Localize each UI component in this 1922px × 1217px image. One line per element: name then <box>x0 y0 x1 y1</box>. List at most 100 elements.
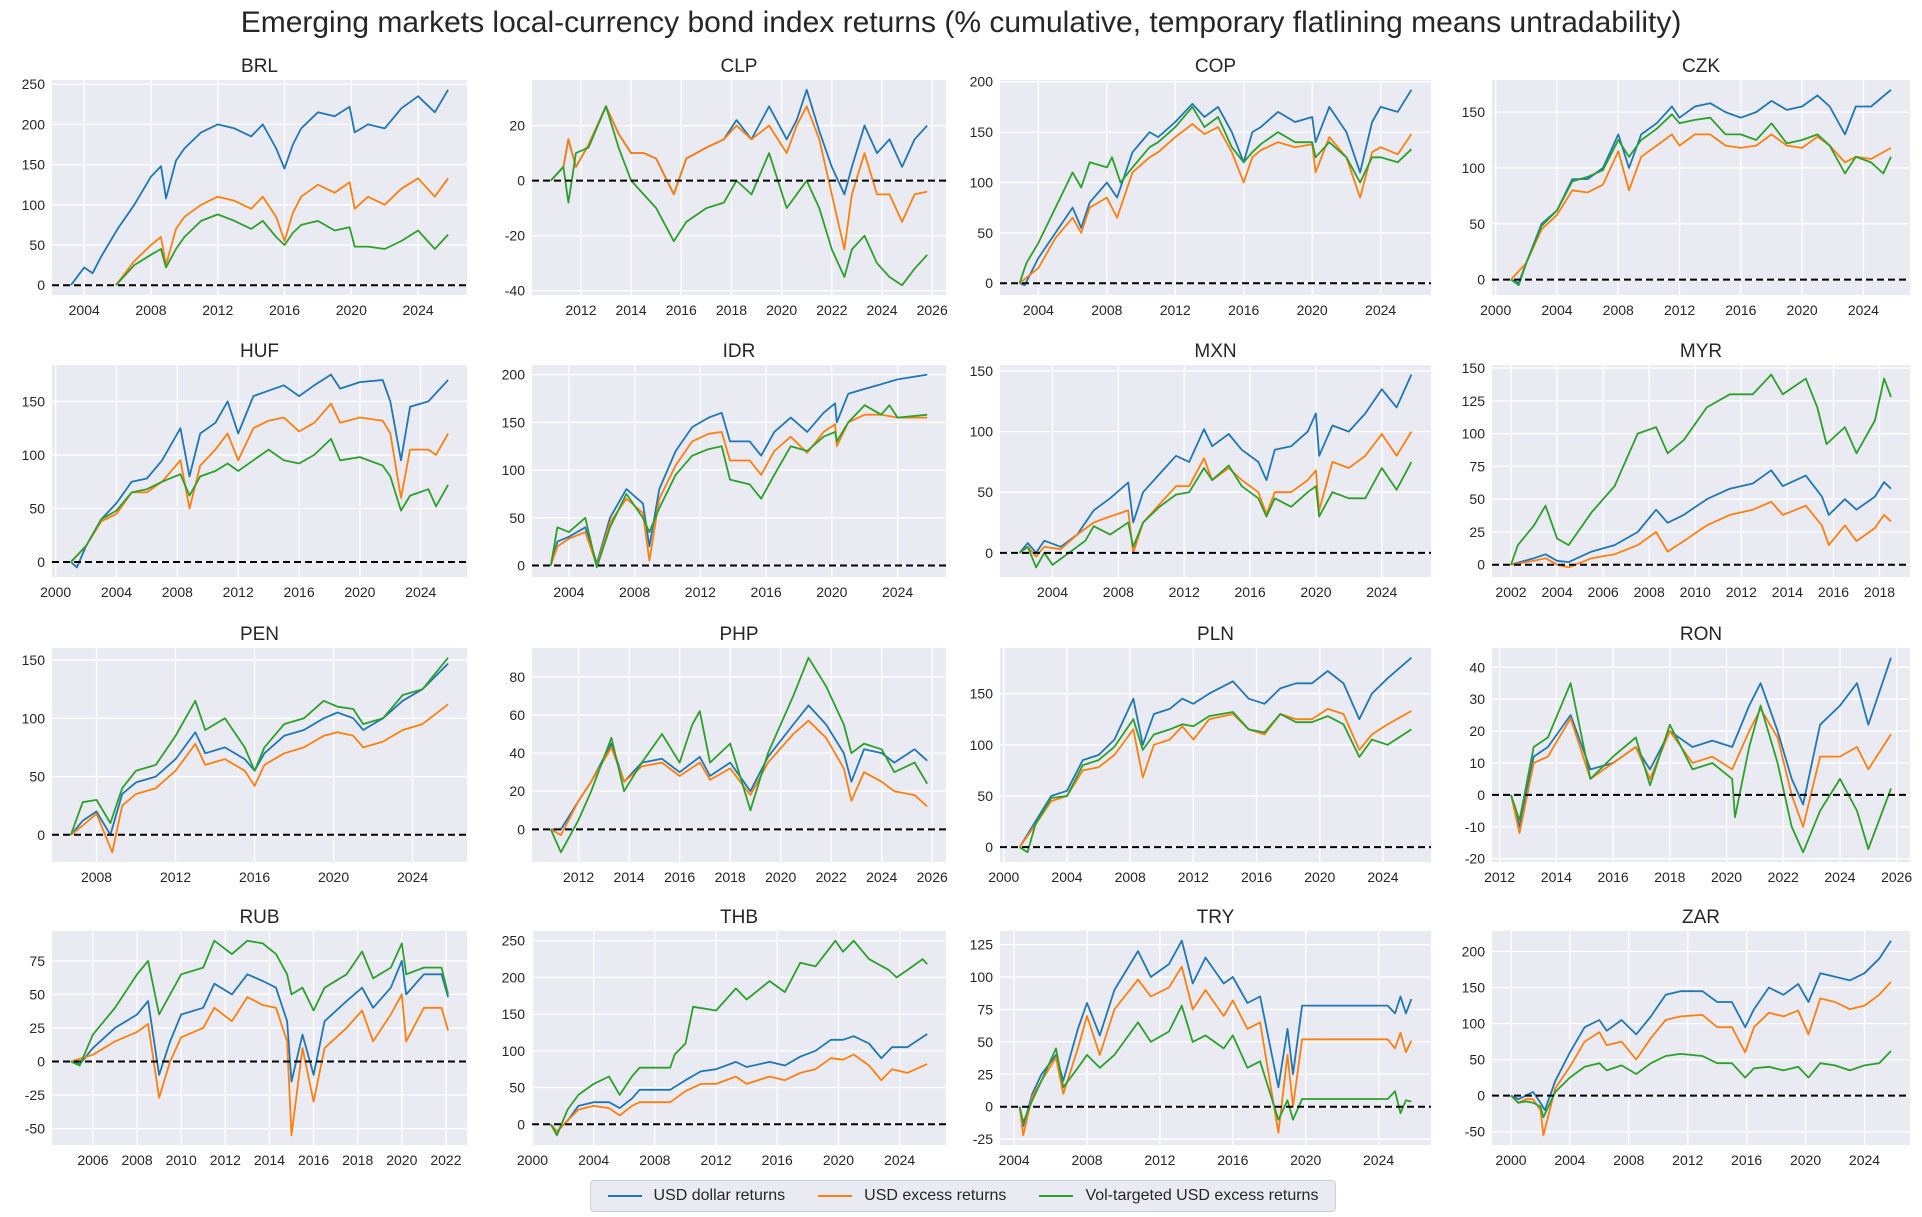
y-tick-label: 100 <box>970 969 994 985</box>
x-tick-label: 2000 <box>517 1152 548 1168</box>
y-tick-label: 0 <box>517 173 525 189</box>
series-usd-dollar-returns <box>70 89 449 286</box>
y-tick-label: 150 <box>1462 360 1486 376</box>
y-tick-label: 50 <box>29 237 45 253</box>
y-tick-label: -40 <box>505 283 525 299</box>
subplot-pen: 2008 2012 2016 2020 2024 0 50 100 150 PEN <box>22 624 467 885</box>
plot-area <box>1000 931 1431 1145</box>
series-vol-targeted-usd-excess-returns <box>1019 461 1413 569</box>
subplot-pln: 2000 2004 2008 2012 2016 2020 2024 0 50 100 150 PLN <box>970 624 1431 885</box>
y-tick-label: 250 <box>502 933 526 949</box>
subplot-myr: 2002 2004 2006 2008 2010 2012 2014 2016 2018 0 25 5… <box>1462 341 1910 600</box>
x-tick-label: 2004 <box>101 584 132 600</box>
series-vol-targeted-usd-excess-returns <box>70 939 449 1067</box>
x-tick-label: 2016 <box>283 584 314 600</box>
subplot-title: MXN <box>1194 341 1236 362</box>
x-tick-label: 2024 <box>866 869 897 885</box>
subplot-title: RUB <box>239 907 279 928</box>
y-tick-label: 200 <box>22 116 46 132</box>
subplot-title: COP <box>1195 56 1236 77</box>
x-tick-label: 2016 <box>666 302 697 318</box>
subplot-clp: 2012 2014 2016 2018 2020 2022 2024 2026 -40 -20 0 2… <box>505 56 948 318</box>
x-tick-label: 2004 <box>1554 1152 1585 1168</box>
x-tick-label: 2012 <box>1160 302 1191 318</box>
y-tick-label: 50 <box>977 484 993 500</box>
x-tick-label: 2008 <box>639 1152 670 1168</box>
y-tick-label: 50 <box>509 510 525 526</box>
subplot-huf: 2000 2004 2008 2012 2016 2020 2024 0 50 100 150 HUF <box>22 341 467 600</box>
y-tick-label: -20 <box>505 228 525 244</box>
x-tick-label: 2012 <box>202 302 233 318</box>
y-tick-label: 100 <box>1462 160 1486 176</box>
subplot-php: 2012 2014 2016 2018 2020 2022 2024 2026 0 20 40 60 8… <box>509 624 948 885</box>
subplot-title: RON <box>1680 624 1722 645</box>
x-tick-label: 2006 <box>77 1152 108 1168</box>
x-tick-label: 2006 <box>1588 584 1619 600</box>
series-usd-excess-returns <box>1510 981 1892 1137</box>
x-tick-label: 2014 <box>614 869 645 885</box>
y-tick-label: 100 <box>970 424 994 440</box>
x-tick-label: 2004 <box>578 1152 609 1168</box>
legend: USD dollar returns USD excess returns Vo… <box>590 1180 1336 1212</box>
y-tick-label: 50 <box>29 986 45 1002</box>
x-tick-label: 2024 <box>1365 302 1396 318</box>
x-tick-label: 2000 <box>1480 302 1511 318</box>
series-usd-excess-returns <box>1019 123 1413 284</box>
y-tick-label: 0 <box>517 557 525 573</box>
y-tick-label: 30 <box>1469 691 1485 707</box>
x-tick-label: 2016 <box>1725 302 1756 318</box>
x-tick-label: 2026 <box>1881 869 1912 885</box>
series-usd-excess-returns <box>115 177 449 286</box>
x-tick-label: 2014 <box>1772 584 1803 600</box>
series-usd-dollar-returns <box>70 373 449 569</box>
y-tick-label: 50 <box>1469 216 1485 232</box>
x-tick-label: 2016 <box>269 302 300 318</box>
x-tick-label: 2008 <box>1091 302 1122 318</box>
x-tick-label: 2016 <box>751 584 782 600</box>
subplot-zar: 2000 2004 2008 2012 2016 2020 2024 -50 0 50 100 150… <box>1462 907 1910 1168</box>
plot-area <box>1000 648 1431 862</box>
x-tick-label: 2024 <box>1366 584 1397 600</box>
x-tick-label: 2020 <box>766 302 797 318</box>
legend-item-usd-excess-returns: USD excess returns <box>818 1187 1006 1205</box>
x-tick-label: 2020 <box>1304 869 1335 885</box>
x-tick-label: 2016 <box>1234 584 1265 600</box>
y-tick-label: 150 <box>970 686 994 702</box>
x-tick-label: 2008 <box>135 302 166 318</box>
subplot-idr: 2004 2008 2012 2016 2020 2024 0 50 100 150 200 IDR <box>502 341 946 600</box>
x-tick-label: 2012 <box>160 869 191 885</box>
x-tick-label: 2024 <box>866 302 897 318</box>
y-tick-label: -50 <box>25 1121 45 1137</box>
series-vol-targeted-usd-excess-returns <box>1510 113 1892 287</box>
y-tick-label: 100 <box>1462 1016 1486 1032</box>
x-tick-label: 2008 <box>1071 1152 1102 1168</box>
x-tick-label: 2020 <box>1297 302 1328 318</box>
series-vol-targeted-usd-excess-returns <box>1510 373 1892 565</box>
series-usd-dollar-returns <box>1510 940 1892 1111</box>
x-tick-label: 2012 <box>1169 584 1200 600</box>
y-tick-label: 150 <box>502 1006 526 1022</box>
legend-swatch-orange <box>818 1195 853 1197</box>
subplot-title: PEN <box>240 624 279 645</box>
y-tick-label: -25 <box>25 1087 45 1103</box>
y-tick-label: 0 <box>1477 272 1485 288</box>
x-tick-label: 2004 <box>69 302 100 318</box>
series-usd-dollar-returns <box>70 662 449 836</box>
figure-title: Emerging markets local-currency bond ind… <box>240 6 1682 39</box>
y-tick-label: 100 <box>502 462 526 478</box>
x-tick-label: 2004 <box>1541 584 1572 600</box>
y-tick-label: 20 <box>509 783 525 799</box>
subplot-brl: 2004 2008 2012 2016 2020 2024 0 50 100 150 200 250 B… <box>22 56 467 318</box>
series-usd-dollar-returns <box>1018 657 1412 848</box>
x-tick-label: 2016 <box>298 1152 329 1168</box>
x-tick-label: 2012 <box>210 1152 241 1168</box>
x-tick-label: 2012 <box>1672 1152 1703 1168</box>
series-vol-targeted-usd-excess-returns <box>1018 1004 1412 1124</box>
x-tick-label: 2004 <box>1541 302 1572 318</box>
x-tick-label: 2008 <box>619 584 650 600</box>
subplot-title: CLP <box>721 56 758 77</box>
series-usd-dollar-returns <box>70 960 449 1083</box>
series-usd-excess-returns <box>1018 708 1412 848</box>
legend-swatch-green <box>1039 1195 1074 1197</box>
